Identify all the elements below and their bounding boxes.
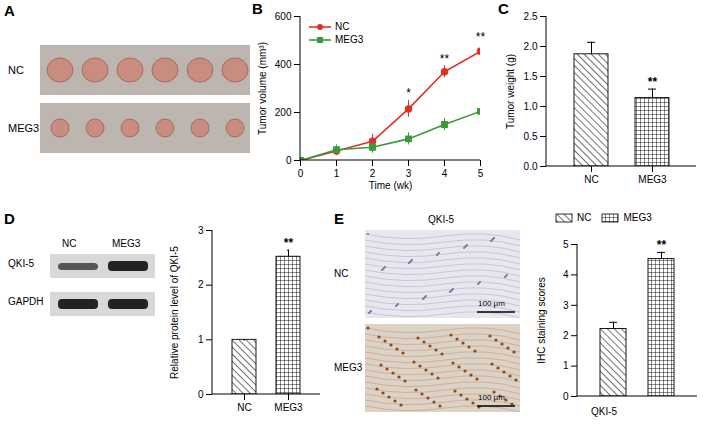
svg-text:2: 2 <box>198 279 204 290</box>
svg-text:IHC staining scores: IHC staining scores <box>536 277 547 364</box>
svg-text:**: ** <box>648 75 658 89</box>
svg-text:1: 1 <box>563 360 569 371</box>
html-text:MEG3: MEG3 <box>112 238 141 249</box>
svg-text:3: 3 <box>406 168 412 179</box>
svg-text:0.5: 0.5 <box>524 131 538 142</box>
svg-text:1: 1 <box>198 334 204 345</box>
html-text:MEG3: MEG3 <box>8 122 40 134</box>
svg-text:*: * <box>406 86 411 100</box>
svg-text:NC: NC <box>584 174 598 185</box>
svg-text:4: 4 <box>442 168 448 179</box>
svg-text:400: 400 <box>275 59 292 70</box>
html-text:QKI-5: QKI-5 <box>591 406 618 417</box>
svg-text:5: 5 <box>563 239 569 250</box>
html-text:C: C <box>498 0 509 17</box>
svg-text:200: 200 <box>275 107 292 118</box>
html-text:NC: NC <box>577 212 592 223</box>
html-text:NC: NC <box>334 268 349 279</box>
svg-text:0: 0 <box>298 168 304 179</box>
svg-text:2: 2 <box>563 330 569 341</box>
svg-text:3: 3 <box>198 225 204 236</box>
html-text:QKI-5: QKI-5 <box>428 214 455 225</box>
svg-text:0.0: 0.0 <box>524 161 538 172</box>
svg-text:Tumor weight (g): Tumor weight (g) <box>505 54 516 129</box>
svg-text:2: 2 <box>370 168 376 179</box>
svg-text:**: ** <box>657 238 667 252</box>
svg-text:Time (wk): Time (wk) <box>369 180 413 191</box>
svg-text:**: ** <box>476 30 486 44</box>
html-text:B: B <box>252 0 263 17</box>
svg-text:0: 0 <box>563 391 569 402</box>
svg-text:Tumor volume (mm³): Tumor volume (mm³) <box>257 42 268 135</box>
html-text:D: D <box>4 210 15 227</box>
svg-text:0: 0 <box>198 389 204 400</box>
svg-text:2.0: 2.0 <box>524 41 538 52</box>
svg-text:Relative protein level of QKI-: Relative protein level of QKI-5 <box>169 246 180 379</box>
svg-text:600: 600 <box>275 11 292 22</box>
html-text:MEG3: MEG3 <box>335 34 364 45</box>
svg-text:MEG3: MEG3 <box>274 402 303 413</box>
svg-text:5: 5 <box>478 168 484 179</box>
svg-text:4: 4 <box>563 269 569 280</box>
html-text:MEG3: MEG3 <box>623 212 652 223</box>
html-text:E: E <box>334 210 344 227</box>
html-text:A: A <box>4 2 15 19</box>
html-text:NC: NC <box>8 64 24 76</box>
html-text:100 μm: 100 μm <box>478 299 505 308</box>
html-text:MEG3: MEG3 <box>334 362 363 373</box>
html-text:GAPDH: GAPDH <box>8 296 44 307</box>
svg-text:2.5: 2.5 <box>524 11 538 22</box>
svg-text:3: 3 <box>563 300 569 311</box>
svg-text:1.5: 1.5 <box>524 71 538 82</box>
svg-text:0: 0 <box>286 155 292 166</box>
svg-text:**: ** <box>440 52 450 66</box>
svg-text:1.0: 1.0 <box>524 101 538 112</box>
html-text:NC: NC <box>335 21 350 32</box>
html-text:NC: NC <box>62 238 77 249</box>
svg-text:1: 1 <box>334 168 340 179</box>
svg-text:**: ** <box>284 236 294 250</box>
svg-text:MEG3: MEG3 <box>638 174 667 185</box>
html-text:QKI-5: QKI-5 <box>8 258 35 269</box>
html-text:100 μm: 100 μm <box>478 393 505 402</box>
svg-text:NC: NC <box>237 402 251 413</box>
